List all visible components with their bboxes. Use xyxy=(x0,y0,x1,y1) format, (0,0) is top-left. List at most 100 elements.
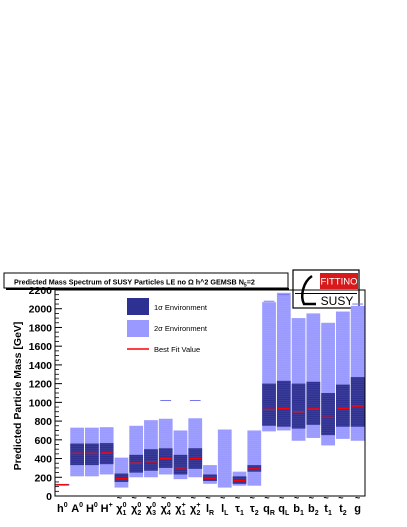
y-tick-label-800: 800 xyxy=(34,416,52,428)
chart-title: Predicted Mass Spectrum of SUSY Particle… xyxy=(14,278,255,289)
bar-2sigma-13 xyxy=(247,430,262,486)
x-label-4: χ0 1~ xyxy=(116,493,126,517)
y-tick-label-400: 400 xyxy=(34,454,52,466)
bar-2sigma-11 xyxy=(217,429,232,488)
x-label-10: lR~ xyxy=(205,493,214,517)
x-label-tilde-17: ~ xyxy=(309,493,314,503)
x-label-0: h0 xyxy=(57,502,68,515)
legend-swatch-1sigma xyxy=(127,298,149,315)
logo-text-top: FITTINO xyxy=(321,277,358,288)
x-label-18: t1~ xyxy=(323,493,332,517)
x-label-text-12: τ1 xyxy=(235,503,244,517)
x-label-tilde-7: ~ xyxy=(161,493,166,503)
y-tick-label-600: 600 xyxy=(34,435,52,447)
x-label-text-4: χ0 1 xyxy=(116,502,126,517)
x-label-tilde-15: ~ xyxy=(279,493,284,503)
x-label-text-0: h0 xyxy=(57,502,68,515)
x-label-text-6: χ0 3 xyxy=(146,502,156,517)
legend-label-bestfit: Best Fit Value xyxy=(154,345,200,354)
x-label-tilde-5: ~ xyxy=(132,493,137,503)
y-tick-label-1800: 1800 xyxy=(29,322,53,334)
x-label-text-16: b1 xyxy=(293,503,304,517)
x-label-6: χ0 3~ xyxy=(146,493,156,517)
y-tick-label-1000: 1000 xyxy=(29,397,53,409)
x-label-text-18: t1 xyxy=(324,503,332,517)
bar-1sigma-16 xyxy=(291,383,306,429)
x-label-tilde-13: ~ xyxy=(250,493,255,503)
x-label-text-3: H+ xyxy=(101,502,113,515)
x-label-16: b1~ xyxy=(293,493,304,517)
x-label-3: H+ xyxy=(101,502,113,515)
x-label-20: g~ xyxy=(354,493,361,515)
x-label-tilde-18: ~ xyxy=(323,493,328,503)
legend: 1σ Environment 2σ Environment Best Fit V… xyxy=(122,296,238,358)
x-label-12: τ1~ xyxy=(235,493,244,517)
y-tick-label-1400: 1400 xyxy=(29,360,53,372)
x-label-text-17: b2 xyxy=(308,503,319,517)
y-axis-label: Predicted Particle Mass [GeV] xyxy=(12,322,24,471)
x-label-2: H0 xyxy=(86,502,98,515)
title-box: Predicted Mass Spectrum of SUSY Particle… xyxy=(3,272,289,290)
x-label-11: lL~ xyxy=(220,493,229,517)
x-label-tilde-11: ~ xyxy=(220,493,225,503)
y-tick-label-1600: 1600 xyxy=(29,341,53,353)
bar-1sigma-3 xyxy=(99,443,114,465)
x-label-text-19: t2 xyxy=(339,503,347,517)
logo-text-bottom: SUSY xyxy=(321,294,354,308)
x-label-9: χ+ 2~ xyxy=(190,493,200,517)
x-label-1: A0 xyxy=(71,502,83,515)
x-label-tilde-4: ~ xyxy=(117,493,122,503)
x-axis-labels: h0 A0 H0 H+ χ0 1~χ0 2~χ0 3~χ0 4~χ+ 1~χ+ 2~lR~lL~τ1… xyxy=(57,493,361,517)
x-label-5: χ0 2~ xyxy=(131,493,141,517)
x-label-15: qL~ xyxy=(278,493,290,517)
bar-1sigma-15 xyxy=(276,380,291,427)
x-label-text-7: χ0 4 xyxy=(161,502,171,517)
bar-1sigma-8 xyxy=(173,454,188,475)
x-label-text-2: H0 xyxy=(86,502,98,515)
x-label-text-15: qL xyxy=(278,503,290,517)
logo-l-glyph xyxy=(301,274,316,306)
y-tick-label-2000: 2000 xyxy=(29,304,53,316)
x-label-tilde-8: ~ xyxy=(176,493,181,503)
x-label-tilde-9: ~ xyxy=(191,493,196,503)
bars-layer xyxy=(55,292,365,488)
legend-label-1sigma: 1σ Environment xyxy=(154,303,208,312)
x-label-tilde-16: ~ xyxy=(294,493,299,503)
x-label-tilde-6: ~ xyxy=(146,493,151,503)
x-label-text-11: lL xyxy=(221,503,229,517)
x-label-tilde-14: ~ xyxy=(264,493,269,503)
x-label-text-5: χ0 2 xyxy=(131,502,141,517)
x-label-tilde-10: ~ xyxy=(205,493,210,503)
x-label-text-9: χ+ 2 xyxy=(190,502,200,517)
x-label-8: χ+ 1~ xyxy=(175,493,185,517)
bar-1sigma-4 xyxy=(114,473,129,482)
bar-1sigma-6 xyxy=(144,449,158,471)
bar-1sigma-17 xyxy=(306,381,321,425)
y-axis: 0 200 400 600 800 1000 1200 1400 1600 1800 2000 220… xyxy=(29,285,62,503)
y-tick-label-200: 200 xyxy=(34,472,52,484)
x-label-text-20: g xyxy=(354,503,361,515)
y-tick-label-0: 0 xyxy=(46,491,52,503)
x-label-13: τ2~ xyxy=(250,493,259,517)
bar-1sigma-18 xyxy=(321,393,335,436)
x-label-text-8: χ+ 1 xyxy=(175,502,185,517)
bar-1sigma-20 xyxy=(350,377,365,427)
y-tick-label-2200: 2200 xyxy=(29,285,53,297)
fittino-logo: FITTINO SUSY xyxy=(292,269,360,309)
x-label-17: b2~ xyxy=(308,493,319,517)
x-label-text-13: τ2 xyxy=(250,503,259,517)
x-label-19: t2~ xyxy=(338,493,347,517)
x-label-text-10: lR xyxy=(206,503,214,517)
x-label-tilde-12: ~ xyxy=(235,493,240,503)
x-label-14: qR~ xyxy=(263,493,275,517)
bar-1sigma-1 xyxy=(70,443,85,466)
x-label-tilde-20: ~ xyxy=(355,493,360,503)
y-tick-label-1200: 1200 xyxy=(29,379,53,391)
bar-1sigma-19 xyxy=(335,384,350,427)
legend-swatch-2sigma xyxy=(127,320,149,337)
x-label-7: χ0 4~ xyxy=(161,493,171,517)
bar-1sigma-2 xyxy=(85,443,99,466)
legend-label-2sigma: 2σ Environment xyxy=(154,324,208,333)
x-label-text-1: A0 xyxy=(71,502,83,515)
bar-1sigma-14 xyxy=(262,383,276,426)
